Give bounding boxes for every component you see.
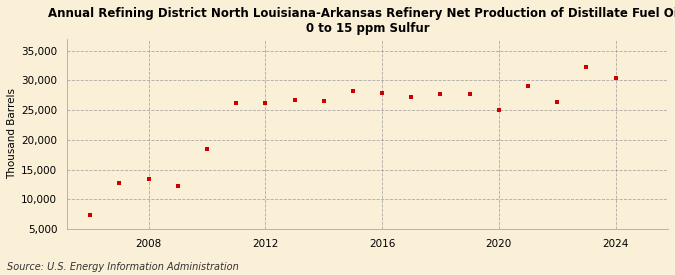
Point — [435, 92, 446, 96]
Point — [581, 65, 592, 70]
Title: Annual Refining District North Louisiana-Arkansas Refinery Net Production of Dis: Annual Refining District North Louisiana… — [49, 7, 675, 35]
Point — [522, 84, 533, 89]
Point — [143, 176, 154, 181]
Text: Source: U.S. Energy Information Administration: Source: U.S. Energy Information Administ… — [7, 262, 238, 272]
Point — [202, 147, 213, 151]
Point — [231, 101, 242, 105]
Y-axis label: Thousand Barrels: Thousand Barrels — [7, 89, 17, 180]
Point — [319, 99, 329, 103]
Point — [493, 108, 504, 112]
Point — [114, 180, 125, 185]
Point — [260, 101, 271, 105]
Point — [464, 92, 475, 96]
Point — [406, 95, 416, 99]
Point — [289, 97, 300, 102]
Point — [172, 183, 183, 188]
Point — [551, 100, 562, 105]
Point — [85, 213, 96, 217]
Point — [348, 89, 358, 94]
Point — [610, 75, 621, 80]
Point — [377, 91, 387, 95]
